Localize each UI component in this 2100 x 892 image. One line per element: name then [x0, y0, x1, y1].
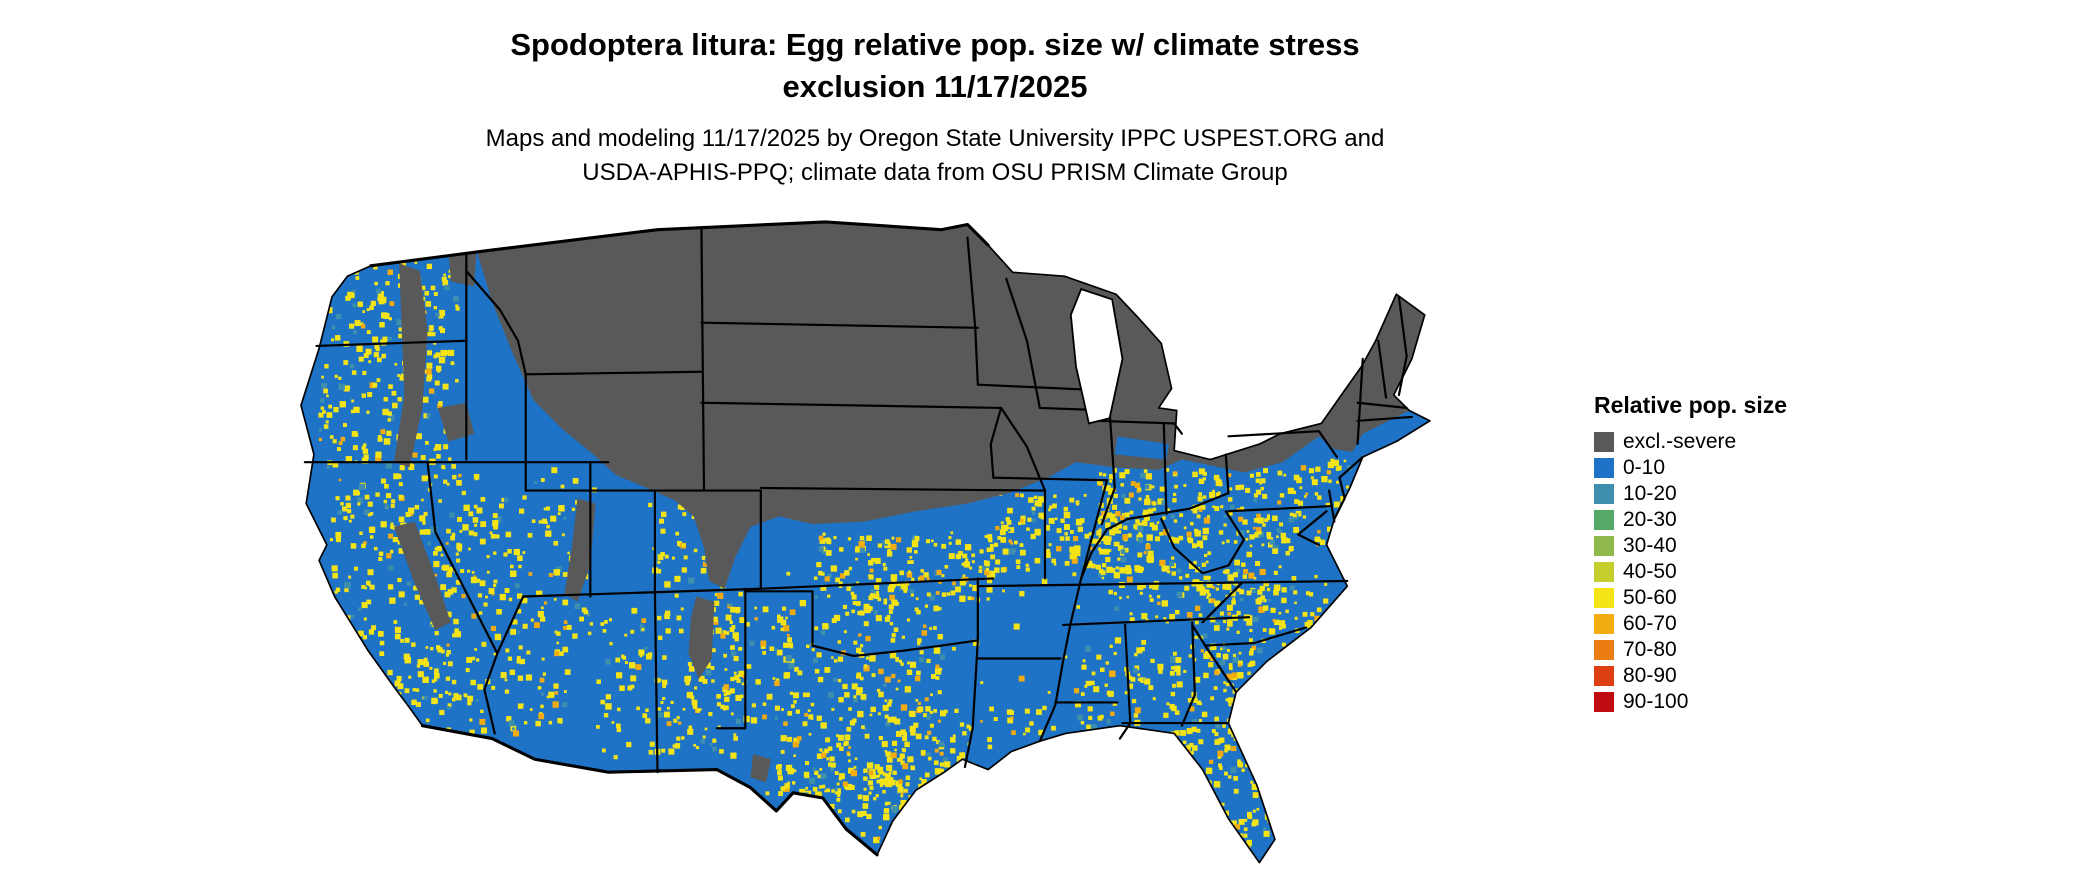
map-legend: Relative pop. size excl.-severe 0-10 10-20…	[1594, 392, 1787, 715]
map-excluded-regions	[394, 221, 1425, 783]
us-map-svg	[300, 220, 1431, 864]
legend-item: 20-30	[1594, 507, 1787, 533]
map-header: Spodoptera litura: Egg relative pop. siz…	[486, 24, 1385, 190]
legend-item-label: 90-100	[1623, 690, 1689, 713]
international-borders	[369, 220, 990, 857]
legend-color-swatch	[1594, 458, 1614, 478]
legend-color-swatch	[1594, 562, 1614, 582]
legend-item-label: 60-70	[1623, 612, 1677, 635]
map-title-line2: exclusion 11/17/2025	[782, 69, 1088, 104]
map-subtitle: Maps and modeling 11/17/2025 by Oregon S…	[486, 122, 1385, 190]
legend-item-label: 70-80	[1623, 638, 1677, 661]
legend-item: 40-50	[1594, 559, 1787, 585]
map-subtitle-line1: Maps and modeling 11/17/2025 by Oregon S…	[485, 125, 1385, 152]
map-inner-suitable-patches	[1114, 436, 1169, 460]
map-title-line1: Spodoptera litura: Egg relative pop. siz…	[510, 27, 1360, 62]
legend-item: 50-60	[1594, 585, 1787, 611]
us-map	[270, 214, 1510, 886]
legend-item: 10-20	[1594, 481, 1787, 507]
legend-item: 80-90	[1594, 663, 1787, 689]
legend-color-swatch	[1594, 510, 1614, 530]
great-lakes	[1069, 287, 1124, 425]
legend-item-label: 0-10	[1623, 456, 1666, 479]
legend-items: excl.-severe 0-10 10-20 20-30 30-40 40-50 50-6…	[1594, 429, 1787, 715]
legend-item-label: 80-90	[1623, 664, 1677, 687]
legend-color-swatch	[1594, 614, 1614, 634]
legend-item-label: 50-60	[1623, 586, 1677, 609]
legend-color-swatch	[1594, 432, 1614, 452]
legend-item-label: 40-50	[1623, 560, 1677, 583]
legend-color-swatch	[1594, 484, 1614, 504]
legend-color-swatch	[1594, 666, 1614, 686]
legend-item: 0-10	[1594, 455, 1787, 481]
legend-item-label: excl.-severe	[1623, 430, 1737, 453]
legend-color-swatch	[1594, 536, 1614, 556]
legend-color-swatch	[1594, 692, 1614, 712]
legend-item: 30-40	[1594, 533, 1787, 559]
legend-item: 90-100	[1594, 689, 1787, 715]
legend-item-label: 10-20	[1623, 482, 1677, 505]
legend-color-swatch	[1594, 588, 1614, 608]
legend-color-swatch	[1594, 640, 1614, 660]
legend-item: 70-80	[1594, 637, 1787, 663]
map-subtitle-line2: USDA-APHIS-PPQ; climate data from OSU PR…	[582, 159, 1288, 186]
legend-item: 60-70	[1594, 611, 1787, 637]
legend-item-label: 20-30	[1623, 508, 1677, 531]
legend-title: Relative pop. size	[1594, 392, 1788, 418]
state-borders	[303, 225, 1413, 774]
coastline-outline	[300, 221, 1431, 864]
legend-item: excl.-severe	[1594, 429, 1787, 455]
legend-item-label: 30-40	[1623, 534, 1677, 557]
